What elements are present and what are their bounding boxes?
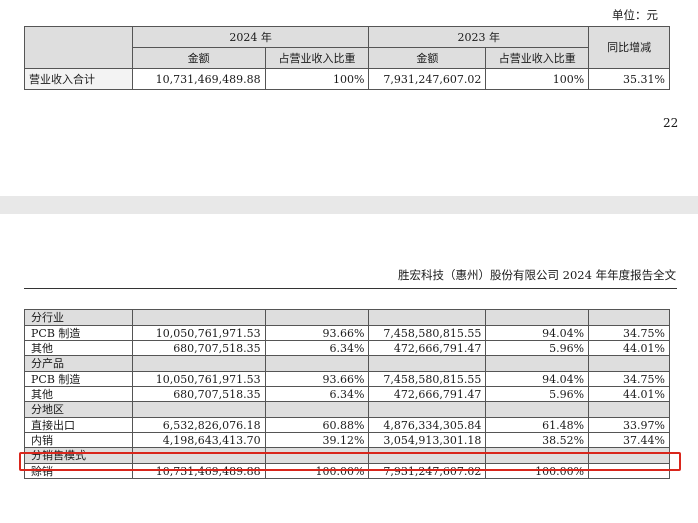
page-gap [0, 196, 698, 214]
group-header-cell [485, 309, 590, 326]
value-cell: 44.01% [588, 386, 670, 402]
value-cell: 472,666,791.47 [368, 340, 487, 356]
document-title: 胜宏科技（惠州）股份有限公司 2024 年年度报告全文 [398, 268, 677, 282]
value-cell: 10,050,761,971.53 [131, 325, 266, 341]
table-row: 其他 680,707,518.35 6.34% 472,666,791.47 5.96%… [24, 386, 670, 402]
page-number: 22 [663, 116, 679, 130]
header-yoy: 同比增减 [588, 26, 670, 69]
value-cell: 60.88% [264, 417, 370, 433]
amount-2024: 10,731,469,489.88 [131, 68, 266, 90]
value-cell: 680,707,518.35 [131, 340, 266, 356]
value-cell: 93.66% [264, 325, 370, 341]
row-label: 其他 [24, 386, 133, 402]
row-label: 其他 [24, 340, 133, 356]
group-header-cell [131, 447, 266, 464]
header-ratio-2024: 占营业收入比重 [264, 47, 370, 69]
value-cell: 39.12% [264, 432, 370, 448]
group-title: 分行业 [24, 309, 133, 326]
amount-2023: 7,931,247,607.02 [368, 68, 487, 90]
value-cell: 38.52% [485, 432, 590, 448]
row-label: 赊销 [24, 463, 133, 479]
value-cell: 4,876,334,305.84 [368, 417, 487, 433]
ratio-2023: 100% [485, 68, 590, 90]
group-header-row: 分地区 [24, 401, 670, 418]
header-blank [24, 26, 133, 69]
group-header-cell [588, 401, 670, 418]
row-label: PCB 制造 [24, 325, 133, 341]
table-row: 赊销 10,731,469,489.88 100.00% 7,931,247,607.… [24, 463, 670, 479]
header-amount-2023: 金额 [368, 47, 487, 69]
value-cell [588, 463, 670, 479]
value-cell: 6.34% [264, 340, 370, 356]
group-title: 分地区 [24, 401, 133, 418]
group-header-cell [264, 309, 370, 326]
group-header-cell [588, 355, 670, 372]
header-year-2024: 2024 年 [131, 26, 370, 48]
value-cell: 7,458,580,815.55 [368, 371, 487, 387]
value-cell: 44.01% [588, 340, 670, 356]
group-header-cell [588, 447, 670, 464]
value-cell: 7,931,247,607.02 [368, 463, 487, 479]
group-header-cell [485, 401, 590, 418]
group-header-cell [131, 309, 266, 326]
group-header-cell [264, 401, 370, 418]
row-label: 直接出口 [24, 417, 133, 433]
value-cell: 3,054,913,301.18 [368, 432, 487, 448]
unit-label: 单位：元 [612, 8, 658, 22]
group-header-cell [588, 309, 670, 326]
value-cell: 10,050,761,971.53 [131, 371, 266, 387]
value-cell: 5.96% [485, 386, 590, 402]
group-header-row: 分行业 [24, 309, 670, 326]
header-amount-2024: 金额 [131, 47, 266, 69]
group-header-cell [131, 401, 266, 418]
value-cell: 6,532,826,076.18 [131, 417, 266, 433]
group-header-cell [368, 355, 487, 372]
yoy-value: 35.31% [588, 68, 670, 90]
group-header-cell [368, 401, 487, 418]
group-header-cell [131, 355, 266, 372]
value-cell: 472,666,791.47 [368, 386, 487, 402]
header-year-2023: 2023 年 [368, 26, 590, 48]
revenue-detail-table: 分行业 PCB 制造 10,050,761,971.53 93.66% 7,458,58… [24, 309, 670, 479]
value-cell: 680,707,518.35 [131, 386, 266, 402]
value-cell: 37.44% [588, 432, 670, 448]
table-row: PCB 制造 10,050,761,971.53 93.66% 7,458,580,8… [24, 371, 670, 387]
highlight-box [19, 452, 681, 471]
table-row: 营业收入合计 10,731,469,489.88 100% 7,931,247,… [24, 68, 670, 90]
header-rule [24, 288, 677, 289]
value-cell: 93.66% [264, 371, 370, 387]
row-label: 内销 [24, 432, 133, 448]
value-cell: 10,731,469,489.88 [131, 463, 266, 479]
value-cell: 34.75% [588, 371, 670, 387]
table-row: 直接出口 6,532,826,076.18 60.88% 4,876,334,305.… [24, 417, 670, 433]
value-cell: 4,198,643,413.70 [131, 432, 266, 448]
value-cell: 94.04% [485, 325, 590, 341]
table-row: PCB 制造 10,050,761,971.53 93.66% 7,458,580,8… [24, 325, 670, 341]
value-cell: 7,458,580,815.55 [368, 325, 487, 341]
value-cell: 33.97% [588, 417, 670, 433]
row-label: 营业收入合计 [24, 68, 133, 90]
ratio-2024: 100% [264, 68, 370, 90]
table-row: 内销 4,198,643,413.70 39.12% 3,054,913,301.18… [24, 432, 670, 448]
value-cell: 34.75% [588, 325, 670, 341]
group-header-cell [368, 309, 487, 326]
value-cell: 61.48% [485, 417, 590, 433]
group-header-cell [264, 355, 370, 372]
value-cell: 6.34% [264, 386, 370, 402]
revenue-summary-table: 2024 年 2023 年 同比增减 金额 占营业收入比重 金额 占营业收入比重… [24, 26, 670, 90]
row-label: PCB 制造 [24, 371, 133, 387]
table-row: 其他 680,707,518.35 6.34% 472,666,791.47 5.96%… [24, 340, 670, 356]
value-cell: 94.04% [485, 371, 590, 387]
value-cell: 5.96% [485, 340, 590, 356]
group-header-row: 分产品 [24, 355, 670, 372]
header-ratio-2023: 占营业收入比重 [485, 47, 590, 69]
group-title: 分产品 [24, 355, 133, 372]
group-header-cell [485, 355, 590, 372]
